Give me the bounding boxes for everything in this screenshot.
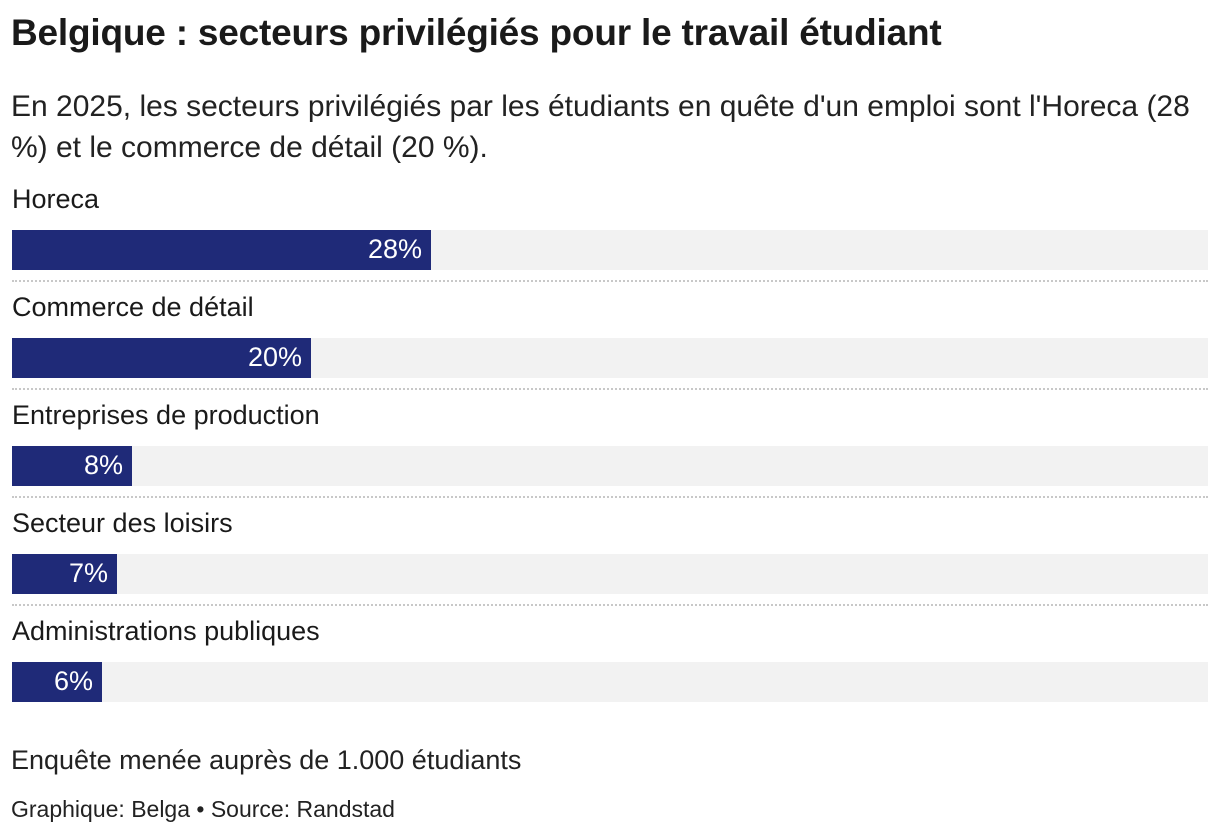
bar: 20%: [12, 338, 311, 378]
bar: 6%: [12, 662, 102, 702]
source-credit: Graphique: Belga • Source: Randstad: [11, 796, 395, 822]
row-divider: [12, 280, 1208, 282]
chart-title: Belgique : secteurs privilégiés pour le …: [11, 12, 942, 53]
row-divider: [12, 604, 1208, 606]
category-label: Secteur des loisirs: [12, 508, 233, 538]
chart-subtitle: En 2025, les secteurs privilégiés par le…: [11, 90, 1190, 164]
bar-track: 28%: [12, 230, 1208, 270]
bar-row: Administrations publiques 6%: [12, 610, 1208, 718]
category-label: Horeca: [12, 184, 100, 214]
bar-track: 6%: [12, 662, 1208, 702]
row-divider: [12, 388, 1208, 390]
bar: 7%: [12, 554, 117, 594]
category-label: Entreprises de production: [12, 400, 320, 430]
bar-value-label: 7%: [68, 558, 108, 588]
bar-row: Secteur des loisirs 7%: [12, 502, 1208, 610]
bar-value-label: 6%: [53, 666, 93, 696]
bar: 8%: [12, 446, 132, 486]
bar-track: 8%: [12, 446, 1208, 486]
bar-track: 20%: [12, 338, 1208, 378]
bar-row: Horeca 28%: [12, 178, 1208, 286]
bar-row: Commerce de détail 20%: [12, 286, 1208, 394]
bar-track: 7%: [12, 554, 1208, 594]
bar: 28%: [12, 230, 431, 270]
row-divider: [12, 496, 1208, 498]
bar-chart: Horeca 28% Commerce de détail 20% Entreprise…: [12, 178, 1208, 718]
survey-note: Enquête menée auprès de 1.000 étudiants: [11, 745, 522, 775]
category-label: Administrations publiques: [12, 616, 320, 646]
bar-value-label: 28%: [367, 234, 422, 264]
bar-row: Entreprises de production 8%: [12, 394, 1208, 502]
bar-value-label: 20%: [247, 342, 302, 372]
category-label: Commerce de détail: [12, 292, 254, 322]
bar-value-label: 8%: [83, 450, 123, 480]
